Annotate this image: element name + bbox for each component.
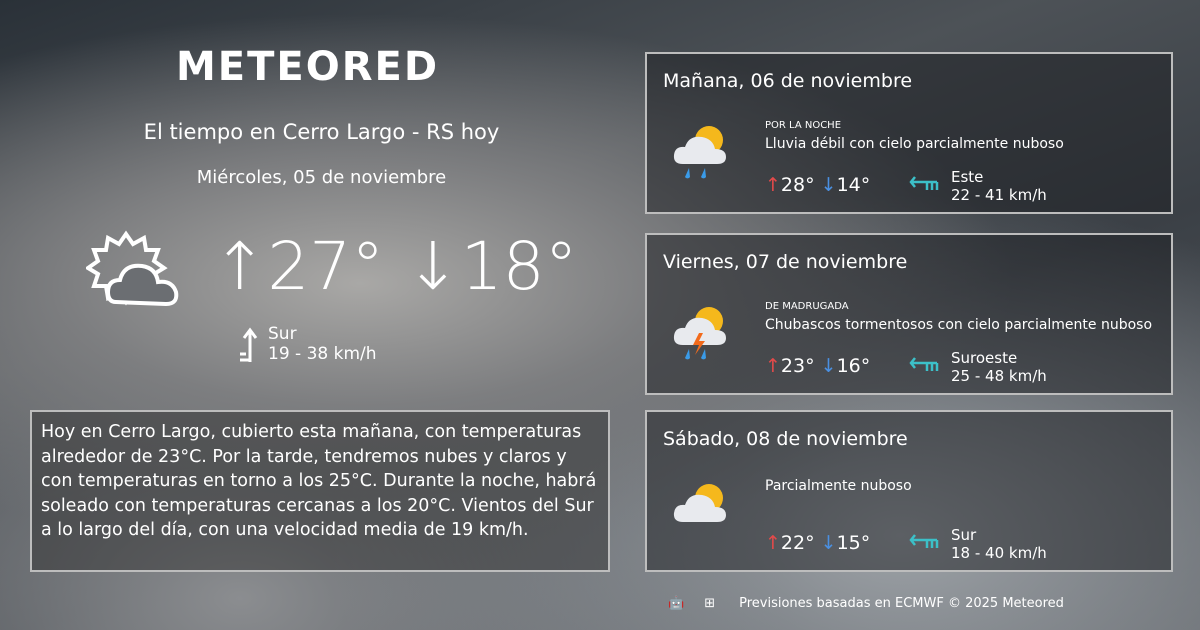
windows-icon[interactable]: ⊞ bbox=[704, 596, 716, 611]
forecast-temps: ↑22° ↓15° bbox=[765, 532, 870, 554]
forecast-period: DE MADRUGADA bbox=[765, 301, 849, 312]
forecast-date: Viernes, 07 de noviembre bbox=[663, 251, 908, 273]
forecast-max: 22° bbox=[780, 532, 815, 554]
page-title: El tiempo en Cerro Largo - RS hoy bbox=[143, 120, 500, 144]
forecast-temps: ↑28° ↓14° bbox=[765, 174, 870, 196]
today-max: 27° bbox=[267, 228, 385, 305]
arrow-up-icon: ↑ bbox=[212, 228, 268, 305]
thunderstorm-partly-cloudy-icon bbox=[673, 307, 726, 360]
wind-direction: Este bbox=[951, 168, 984, 186]
forecast-description: Lluvia débil con cielo parcialmente nubo… bbox=[765, 136, 1064, 152]
arrow-up-icon: ↑ bbox=[765, 355, 781, 377]
wind-speed: 19 - 38 km/h bbox=[268, 344, 377, 364]
arrow-up-icon: ↑ bbox=[765, 532, 781, 554]
today-date: Miércoles, 05 de noviembre bbox=[196, 167, 447, 188]
forecast-description: Chubascos tormentosos con cielo parcialm… bbox=[765, 317, 1153, 333]
footer-text: Previsiones basadas en ECMWF © 2025 Mete… bbox=[739, 596, 1064, 611]
wind-speed: 18 - 40 km/h bbox=[951, 544, 1047, 562]
forecast-description: Parcialmente nuboso bbox=[765, 478, 912, 494]
wind-speed: 22 - 41 km/h bbox=[951, 186, 1047, 204]
forecast-min: 16° bbox=[836, 355, 871, 377]
wind-direction: Sur bbox=[951, 526, 977, 544]
arrow-down-icon: ↓ bbox=[820, 355, 837, 377]
arrow-down-icon: ↓ bbox=[820, 174, 837, 196]
forecast-card[interactable]: Sábado, 08 de noviembre Parcialmente nub… bbox=[645, 410, 1173, 572]
forecast-max: 23° bbox=[780, 355, 815, 377]
today-temperatures: ↑27° ↓18° bbox=[212, 228, 578, 305]
forecast-card[interactable]: Viernes, 07 de noviembre DE MADRUGADA Ch… bbox=[645, 233, 1173, 395]
meteored-logo[interactable]: METEORED bbox=[176, 44, 440, 90]
android-icon[interactable]: 🤖 bbox=[668, 596, 685, 611]
arrow-down-icon: ↓ bbox=[820, 532, 837, 554]
wind-speed: 25 - 48 km/h bbox=[951, 367, 1047, 385]
forecast-period: POR LA NOCHE bbox=[765, 120, 842, 131]
forecast-temps: ↑23° ↓16° bbox=[765, 355, 870, 377]
daily-summary: Hoy en Cerro Largo, cubierto esta mañana… bbox=[30, 410, 610, 572]
arrow-up-icon: ↑ bbox=[765, 174, 781, 196]
footer: 🤖 ⊞ Previsiones basadas en ECMWF © 2025 … bbox=[668, 596, 1064, 611]
arrow-down-icon: ↓ bbox=[405, 228, 461, 305]
wind-direction: Sur bbox=[268, 324, 297, 344]
forecast-max: 28° bbox=[780, 174, 815, 196]
wind-icon bbox=[909, 176, 939, 190]
wind-south-icon bbox=[240, 327, 258, 362]
partly-cloudy-outline-icon bbox=[86, 230, 179, 307]
wind-icon bbox=[909, 357, 939, 371]
forecast-date: Mañana, 06 de noviembre bbox=[663, 70, 913, 92]
rain-partly-cloudy-icon bbox=[673, 126, 726, 179]
forecast-min: 15° bbox=[836, 532, 871, 554]
forecast-card[interactable]: Mañana, 06 de noviembre POR LA NOCHE Llu… bbox=[645, 52, 1173, 214]
forecast-min: 14° bbox=[836, 174, 871, 196]
partly-cloudy-icon bbox=[673, 484, 726, 522]
wind-icon bbox=[909, 534, 939, 548]
forecast-date: Sábado, 08 de noviembre bbox=[663, 428, 908, 450]
today-wind: Sur 19 - 38 km/h bbox=[238, 324, 377, 364]
today-min: 18° bbox=[460, 228, 578, 305]
wind-direction: Suroeste bbox=[951, 349, 1018, 367]
